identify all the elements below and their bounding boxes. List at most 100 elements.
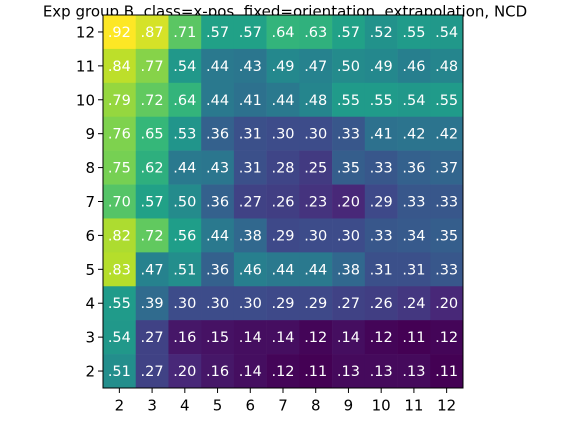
heatmap-cell xyxy=(397,15,431,50)
heatmap-cell xyxy=(233,15,267,50)
heatmap-cell xyxy=(135,82,169,118)
heatmap-cell xyxy=(397,252,431,287)
heatmap-cell xyxy=(397,116,431,151)
heatmap-cell xyxy=(135,286,169,321)
cell-label: .43 xyxy=(239,59,262,75)
heatmap-cell xyxy=(135,252,169,287)
heatmap-cell xyxy=(332,48,366,84)
heatmap-cell xyxy=(430,15,464,50)
cell-label: .31 xyxy=(239,127,262,143)
heatmap-cell xyxy=(364,82,398,118)
heatmap-cell xyxy=(103,218,137,253)
cell-label: .44 xyxy=(173,161,196,177)
cell-label: .27 xyxy=(337,296,360,312)
heatmap-cell xyxy=(430,218,464,253)
cell-label: .30 xyxy=(337,228,360,244)
y-tick-label: 4 xyxy=(85,295,95,313)
cell-label: .49 xyxy=(370,59,393,75)
heatmap-cell xyxy=(103,320,137,355)
heatmap-cell xyxy=(397,150,431,185)
heatmap-cell xyxy=(168,15,202,50)
cell-label: .44 xyxy=(304,262,327,278)
y-tick-label: 10 xyxy=(76,91,95,109)
heatmap-cell xyxy=(299,320,333,355)
x-tick-label: 11 xyxy=(404,397,423,415)
heatmap-cell xyxy=(364,184,398,219)
heatmap-cell xyxy=(201,184,235,219)
heatmap-cell xyxy=(364,15,398,50)
heatmap-cell xyxy=(430,184,464,219)
cell-label: .48 xyxy=(435,59,458,75)
cell-label: .12 xyxy=(435,330,458,346)
heatmap-cell xyxy=(233,286,267,321)
cell-label: .51 xyxy=(173,262,196,278)
heatmap-cell xyxy=(168,184,202,219)
heatmap-cell xyxy=(397,48,431,84)
cell-label: .72 xyxy=(141,93,164,109)
heatmap-cell xyxy=(266,252,300,287)
cell-label: .14 xyxy=(337,330,360,346)
cell-label: .51 xyxy=(108,364,131,380)
cell-label: .11 xyxy=(402,330,425,346)
cell-label: .14 xyxy=(239,330,262,346)
heatmap-cell xyxy=(135,15,169,50)
x-tick-label: 7 xyxy=(278,397,288,415)
heatmap-cell xyxy=(332,286,366,321)
cell-label: .15 xyxy=(206,330,229,346)
cell-label: .52 xyxy=(370,25,393,41)
cell-label: .14 xyxy=(239,364,262,380)
cell-label: .64 xyxy=(271,25,294,41)
heatmap-cell xyxy=(299,15,333,50)
heatmap-cell xyxy=(266,82,300,118)
heatmap-cell xyxy=(332,218,366,253)
cell-label: .29 xyxy=(304,296,327,312)
heatmap-cell xyxy=(332,252,366,287)
heatmap-cell xyxy=(266,15,300,50)
heatmap-cell xyxy=(233,82,267,118)
cell-label: .46 xyxy=(402,59,425,75)
y-tick-label: 7 xyxy=(85,193,95,211)
cell-label: .41 xyxy=(370,127,393,143)
cell-label: .35 xyxy=(435,228,458,244)
cell-label: .36 xyxy=(206,195,229,211)
heatmap-cell xyxy=(299,252,333,287)
heatmap-cell xyxy=(103,15,137,50)
heatmap-cell xyxy=(364,218,398,253)
heatmap-cell xyxy=(397,82,431,118)
heatmap-cell xyxy=(430,320,464,355)
heatmap-cell xyxy=(299,286,333,321)
cell-label: .13 xyxy=(337,364,360,380)
cell-label: .54 xyxy=(402,93,425,109)
cell-label: .14 xyxy=(271,330,294,346)
heatmap-cell xyxy=(430,48,464,84)
heatmap-cell xyxy=(266,150,300,185)
heatmap-cell xyxy=(299,48,333,84)
heatmap-cell xyxy=(168,48,202,84)
heatmap-cell xyxy=(201,218,235,253)
cell-label: .33 xyxy=(402,195,425,211)
heatmap-cell xyxy=(201,354,235,389)
heatmap-cell xyxy=(168,218,202,253)
heatmap-cell xyxy=(430,82,464,118)
cell-label: .33 xyxy=(435,262,458,278)
cell-label: .55 xyxy=(370,93,393,109)
cell-label: .33 xyxy=(370,161,393,177)
x-tick-label: 5 xyxy=(213,397,223,415)
heatmap-cell xyxy=(266,48,300,84)
heatmap-cell xyxy=(430,252,464,287)
heatmap-cell xyxy=(430,286,464,321)
heatmap-cell xyxy=(266,286,300,321)
cell-label: .38 xyxy=(337,262,360,278)
cell-label: .38 xyxy=(239,228,262,244)
cell-label: .42 xyxy=(402,127,425,143)
heatmap-cell xyxy=(332,116,366,151)
cell-label: .41 xyxy=(239,93,262,109)
heatmap-cell xyxy=(135,218,169,253)
cell-label: .44 xyxy=(206,228,229,244)
heatmap-cell xyxy=(103,82,137,118)
heatmap-cell xyxy=(168,150,202,185)
heatmap-cell xyxy=(266,184,300,219)
cell-label: .26 xyxy=(271,195,294,211)
cell-label: .36 xyxy=(206,127,229,143)
heatmap-cell xyxy=(430,354,464,389)
